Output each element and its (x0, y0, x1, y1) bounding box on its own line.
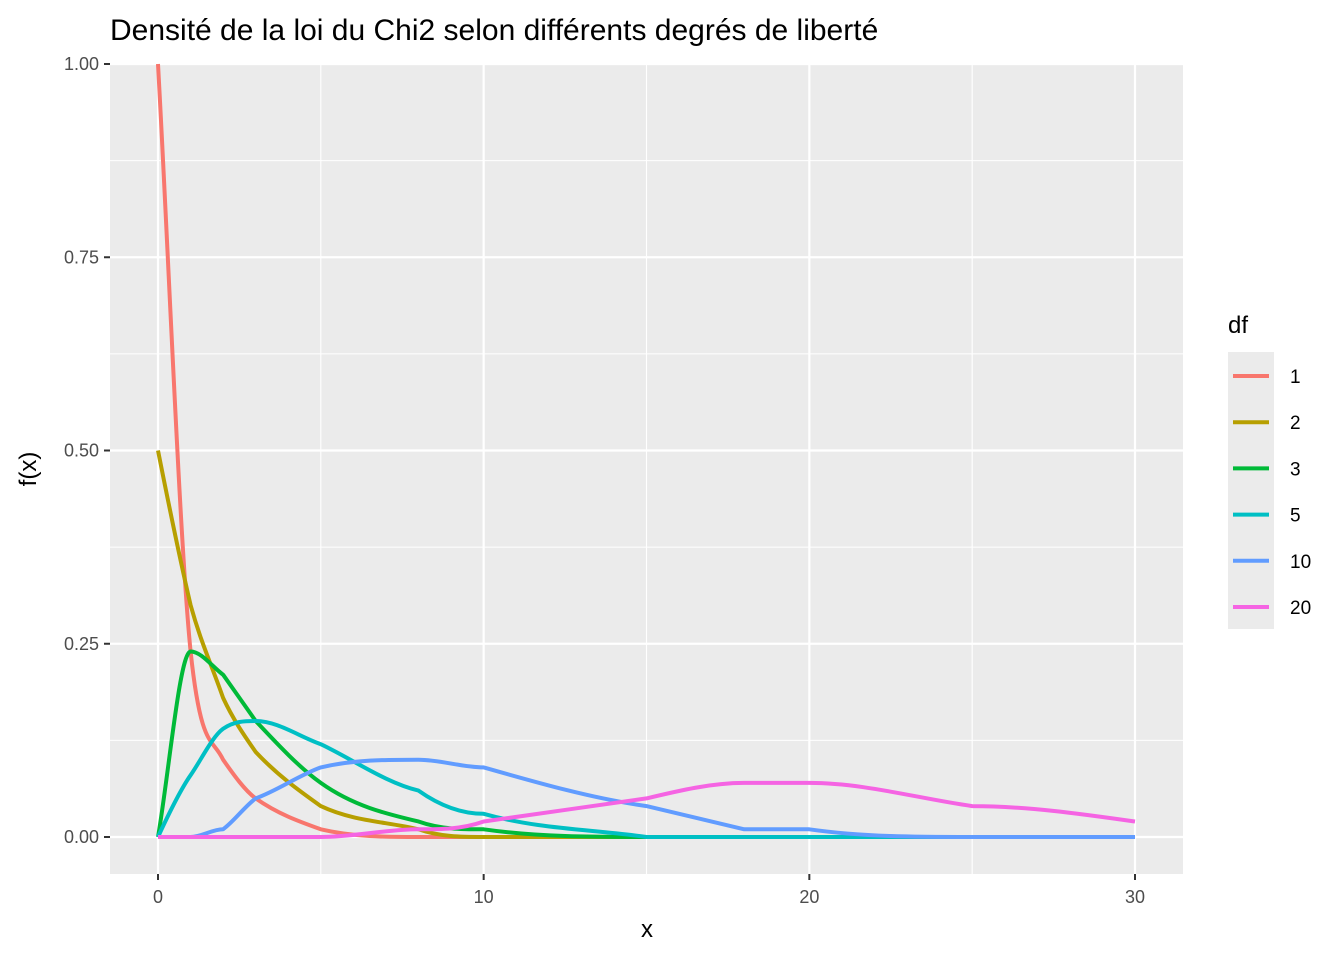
chart-title: Densité de la loi du Chi2 selon différen… (110, 14, 878, 47)
x-tick-label: 0 (153, 887, 163, 907)
series-line-20 (158, 780, 1136, 840)
legend-label-1: 1 (1290, 367, 1301, 388)
series-line-10 (158, 757, 1135, 840)
y-tick-label: 0.75 (64, 247, 99, 267)
y-tick-label: 0.00 (64, 827, 99, 847)
legend: df 1 2 3 5 10 20 (1228, 312, 1311, 629)
legend-label-5: 5 (1290, 506, 1301, 527)
legend-title: df (1228, 312, 1248, 339)
y-tick-label: 0.25 (64, 634, 99, 654)
y-axis-title: f(x) (15, 452, 42, 487)
legend-label-3: 3 (1290, 459, 1301, 480)
y-tick-label: 1.00 (64, 54, 99, 74)
legend-label-20: 20 (1290, 598, 1311, 619)
y-tick-label: 0.50 (64, 441, 99, 461)
legend-items: 1 2 3 5 10 20 (1233, 367, 1311, 619)
x-tick-label: 30 (1125, 887, 1145, 907)
x-axis-title: x (641, 916, 653, 943)
series-group (156, 63, 1136, 840)
x-tick-label: 10 (474, 887, 494, 907)
legend-label-2: 2 (1290, 413, 1301, 434)
axis-ticks: 0 10 20 30 0.00 0.25 0.50 0.75 1.00 (64, 54, 1145, 907)
x-tick-label: 20 (799, 887, 819, 907)
legend-key-background (1228, 352, 1274, 629)
legend-label-10: 10 (1290, 552, 1311, 573)
grid (110, 62, 1183, 874)
